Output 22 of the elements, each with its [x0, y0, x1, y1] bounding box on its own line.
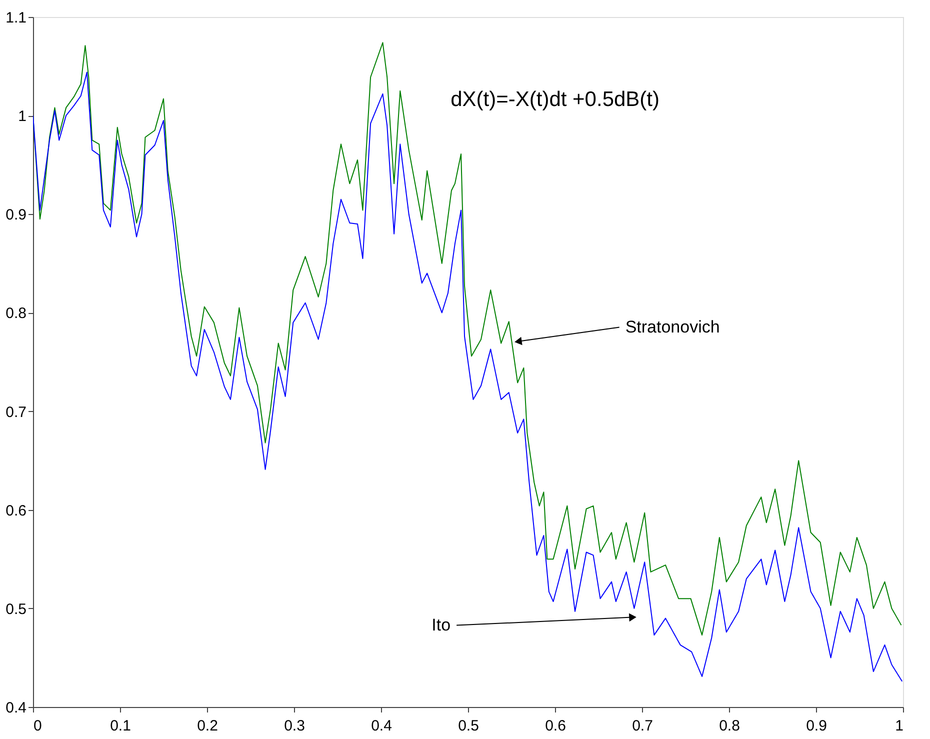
x-tick-label: 0.5: [458, 718, 479, 734]
y-tick-label: 0.5: [6, 600, 26, 618]
x-tick-label: 0.7: [632, 718, 653, 734]
x-tick-label: 0.3: [284, 718, 305, 734]
y-tick-label: 0.8: [6, 305, 26, 322]
x-tick-label: 0.1: [110, 718, 131, 734]
x-tick-label: 0.2: [197, 718, 218, 734]
x-tick-label: 0.6: [545, 718, 566, 734]
y-tick-label: 0.4: [6, 700, 26, 716]
x-tick-label: 0.9: [806, 718, 827, 734]
annotation: Ito: [432, 615, 451, 634]
y-tick-label: 0.7: [6, 404, 26, 421]
y-tick-label: 1: [18, 108, 26, 126]
annotation: dX(t)=-X(t)dt +0.5dB(t): [450, 88, 660, 111]
y-tick-label: 1.1: [6, 10, 26, 26]
y-tick-label: 0.9: [6, 206, 26, 224]
x-tick-label: 0: [34, 718, 42, 734]
x-tick-label: 0.4: [371, 718, 392, 734]
y-tick-label: 0.6: [6, 502, 26, 520]
annotation: Stratonovich: [625, 317, 720, 336]
x-tick-label: 1: [895, 718, 904, 734]
x-tick-label: 0.8: [719, 718, 740, 734]
